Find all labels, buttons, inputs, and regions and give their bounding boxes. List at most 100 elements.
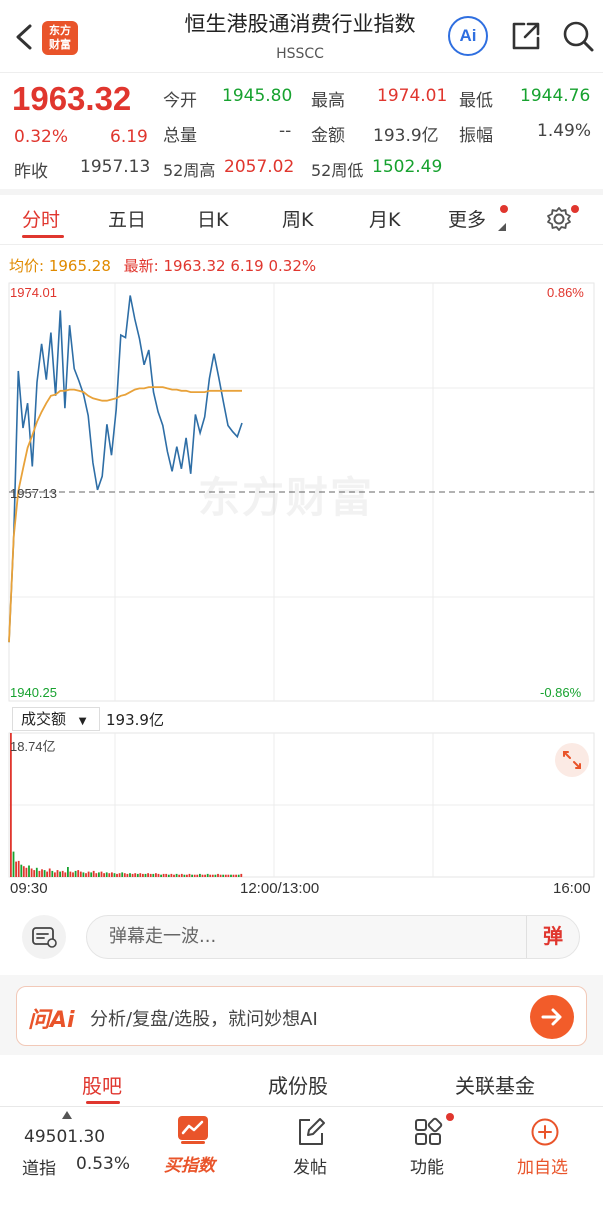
subtab-guba[interactable]: 股吧 xyxy=(82,1074,122,1098)
search-icon[interactable] xyxy=(560,18,596,54)
function-grid-icon[interactable] xyxy=(413,1117,443,1147)
w52-high-value: 2057.02 xyxy=(224,157,295,177)
volume-bar xyxy=(126,873,129,877)
ask-ai-box[interactable] xyxy=(16,986,587,1046)
volume-bar xyxy=(199,873,201,877)
volume-bar xyxy=(54,872,56,877)
volume-label: 总量 xyxy=(163,126,197,146)
volume-bar xyxy=(142,873,144,877)
danmaku-send-button[interactable]: 弹 xyxy=(526,916,579,958)
volume-type-select[interactable]: 成交额 ▼ xyxy=(12,707,100,731)
avg-price-bar: 均价: 1965.28 最新: 1963.32 6.19 0.32% xyxy=(9,255,316,276)
add-watchlist-icon[interactable] xyxy=(530,1117,560,1147)
volume-bar xyxy=(10,733,12,877)
back-arrow-icon[interactable] xyxy=(12,22,38,52)
volume-bar xyxy=(224,874,227,877)
volume-bar xyxy=(95,873,98,877)
amplitude-value: 1.49% xyxy=(537,121,592,141)
volume-bar xyxy=(136,873,139,877)
watermark: 东方财富 xyxy=(198,473,375,522)
dow-index-name[interactable]: 道指 xyxy=(22,1159,56,1179)
change-percent: 0.32% xyxy=(14,127,69,147)
volume-bar xyxy=(162,873,165,877)
volume-bar xyxy=(175,873,178,877)
volume-bar xyxy=(173,874,175,877)
intraday-price-chart[interactable] xyxy=(0,280,603,704)
price-line xyxy=(8,295,243,643)
volume-bar xyxy=(235,874,237,877)
dow-index-value[interactable]: 49501.30 xyxy=(24,1127,106,1147)
tab-monthly-k[interactable]: 月K xyxy=(369,209,401,231)
volume-bar xyxy=(160,874,162,877)
buy-index-icon[interactable] xyxy=(177,1115,209,1145)
tab-weekly-k[interactable]: 周K xyxy=(282,209,314,231)
index-code: HSSCC xyxy=(276,46,324,62)
add-watchlist-label[interactable]: 加自选 xyxy=(517,1158,568,1178)
volume-bar xyxy=(211,874,214,877)
volume-total: 193.9亿 xyxy=(106,711,164,729)
y-min-label: 1940.25 xyxy=(10,685,57,700)
danmaku-input[interactable]: 弹幕走一波... xyxy=(86,915,580,959)
volume-bar xyxy=(56,870,59,877)
open-label: 今开 xyxy=(163,91,197,111)
app-logo: 东方财富 xyxy=(42,21,78,55)
volume-bar xyxy=(123,873,126,877)
volume-chart[interactable] xyxy=(0,730,603,880)
volume-bar xyxy=(67,867,69,877)
tab-daily-k[interactable]: 日K xyxy=(197,209,229,231)
volume-bar xyxy=(100,871,103,877)
time-label-close: 16:00 xyxy=(553,880,591,897)
danmaku-settings-button[interactable] xyxy=(22,915,66,959)
volume-bar xyxy=(201,874,204,877)
volume-bar xyxy=(69,871,72,877)
open-value: 1945.80 xyxy=(222,86,293,106)
volume-bar xyxy=(28,865,30,877)
volume-bar xyxy=(98,872,100,877)
current-price: 1963.32 xyxy=(12,80,132,117)
volume-value: -- xyxy=(279,121,292,141)
volume-bar xyxy=(90,872,93,877)
volume-bar xyxy=(87,871,90,877)
volume-bar xyxy=(59,871,61,877)
volume-bar xyxy=(170,873,173,877)
volume-bar xyxy=(38,870,41,877)
y-ref-label: 1957.13 xyxy=(10,486,57,501)
ai-assistant-button[interactable]: Ai xyxy=(448,16,488,56)
volume-bar xyxy=(48,868,51,877)
volume-bar xyxy=(178,874,181,877)
subtab-constituents[interactable]: 成份股 xyxy=(268,1074,328,1098)
buy-index-label[interactable]: 买指数 xyxy=(164,1156,215,1176)
tab-five-day[interactable]: 五日 xyxy=(108,209,147,231)
volume-bar xyxy=(111,872,113,877)
volume-bar xyxy=(108,873,111,877)
post-edit-icon[interactable] xyxy=(296,1117,326,1147)
volume-bar xyxy=(230,874,232,877)
volume-bar xyxy=(61,870,64,877)
prev-close-value: 1957.13 xyxy=(80,157,151,177)
volume-bar xyxy=(149,873,152,877)
bottom-nav: 49501.30 道指 0.53% 买指数 发帖 功能 加自选 xyxy=(0,1106,603,1231)
volume-bar xyxy=(35,867,38,877)
volume-bar xyxy=(43,870,46,877)
dow-index-change[interactable]: 0.53% xyxy=(76,1154,131,1174)
volume-bar xyxy=(103,873,105,877)
settings-gear-icon[interactable] xyxy=(546,206,572,232)
volume-bar xyxy=(186,874,188,877)
tab-more[interactable]: 更多 xyxy=(448,209,487,231)
subtab-related-funds[interactable]: 关联基金 xyxy=(455,1074,535,1098)
volume-bar xyxy=(193,874,196,877)
function-label[interactable]: 功能 xyxy=(410,1158,444,1178)
volume-bar xyxy=(155,873,157,877)
share-icon[interactable] xyxy=(508,18,544,54)
volume-bar xyxy=(116,873,118,877)
w52-low-label: 52周低 xyxy=(311,161,364,180)
volume-bar xyxy=(79,871,82,877)
function-notification-dot xyxy=(446,1113,454,1121)
volume-bar xyxy=(206,873,209,877)
tab-active-indicator xyxy=(22,235,64,238)
post-label[interactable]: 发帖 xyxy=(293,1158,327,1178)
more-dropdown-icon xyxy=(498,223,506,231)
ask-ai-go-button[interactable] xyxy=(530,995,574,1039)
fullscreen-button[interactable] xyxy=(555,743,589,777)
tab-intraday[interactable]: 分时 xyxy=(22,209,61,231)
